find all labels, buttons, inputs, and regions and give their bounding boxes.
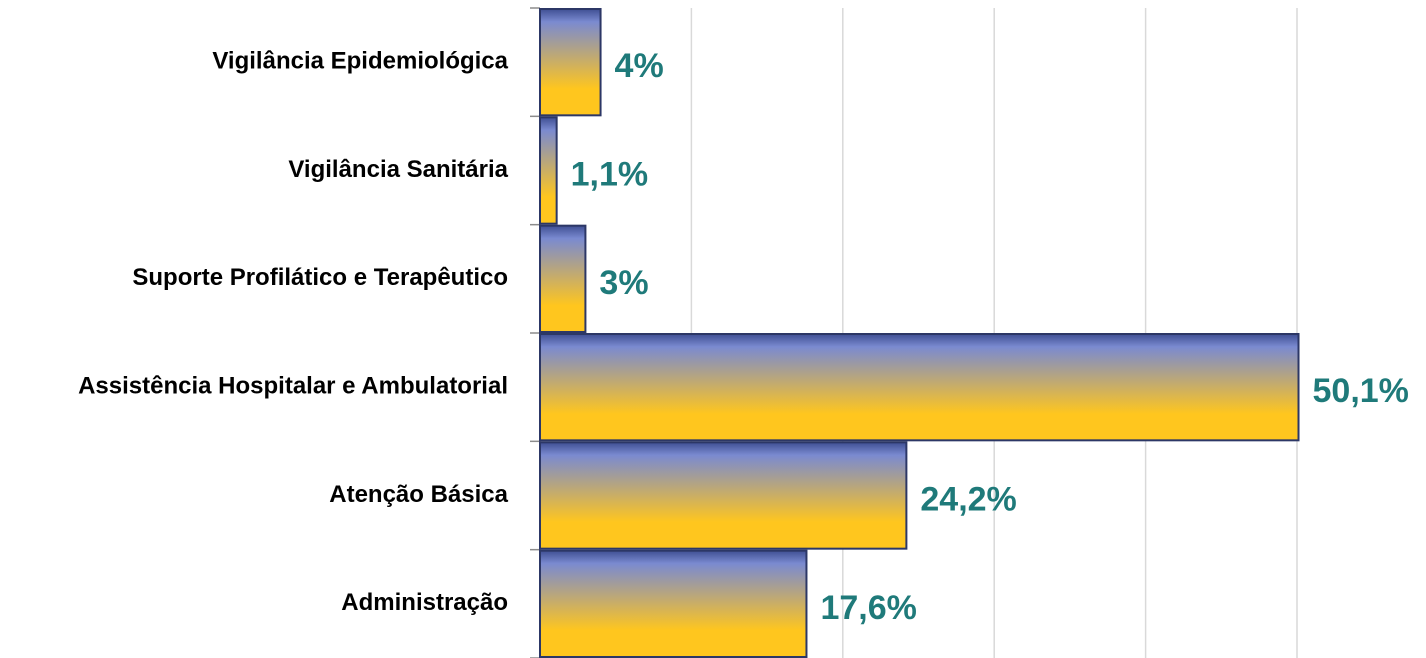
bar [539, 116, 558, 225]
value-label: 1,1% [571, 155, 649, 193]
category-label: Vigilância Sanitária [288, 156, 508, 183]
category-label: Vigilância Epidemiológica [212, 48, 508, 75]
value-label: 24,2% [920, 480, 1016, 518]
category-label: Assistência Hospitalar e Ambulatorial [78, 373, 508, 400]
category-label: Suporte Profilático e Terapêutico [132, 264, 508, 291]
category-label: Administração [341, 589, 508, 616]
value-label: 3% [599, 264, 648, 302]
bar [539, 8, 602, 117]
value-label: 17,6% [820, 589, 916, 627]
value-label: 4% [615, 47, 664, 85]
bar [539, 441, 908, 550]
bar [539, 224, 587, 334]
value-label: 50,1% [1313, 372, 1409, 410]
bar [539, 333, 1300, 442]
category-label: Atenção Básica [329, 481, 508, 508]
bar [539, 549, 808, 658]
